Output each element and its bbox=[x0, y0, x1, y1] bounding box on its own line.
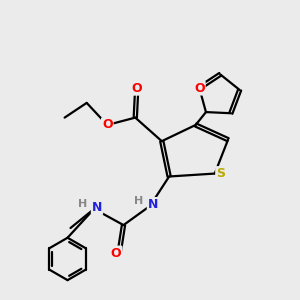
Text: N: N bbox=[92, 201, 102, 214]
Text: H: H bbox=[78, 199, 88, 208]
Text: O: O bbox=[131, 82, 142, 95]
Text: O: O bbox=[111, 247, 122, 260]
Text: S: S bbox=[216, 167, 225, 180]
Text: H: H bbox=[134, 196, 143, 206]
Text: O: O bbox=[194, 82, 205, 94]
Text: N: N bbox=[148, 198, 158, 211]
Text: O: O bbox=[102, 118, 112, 131]
